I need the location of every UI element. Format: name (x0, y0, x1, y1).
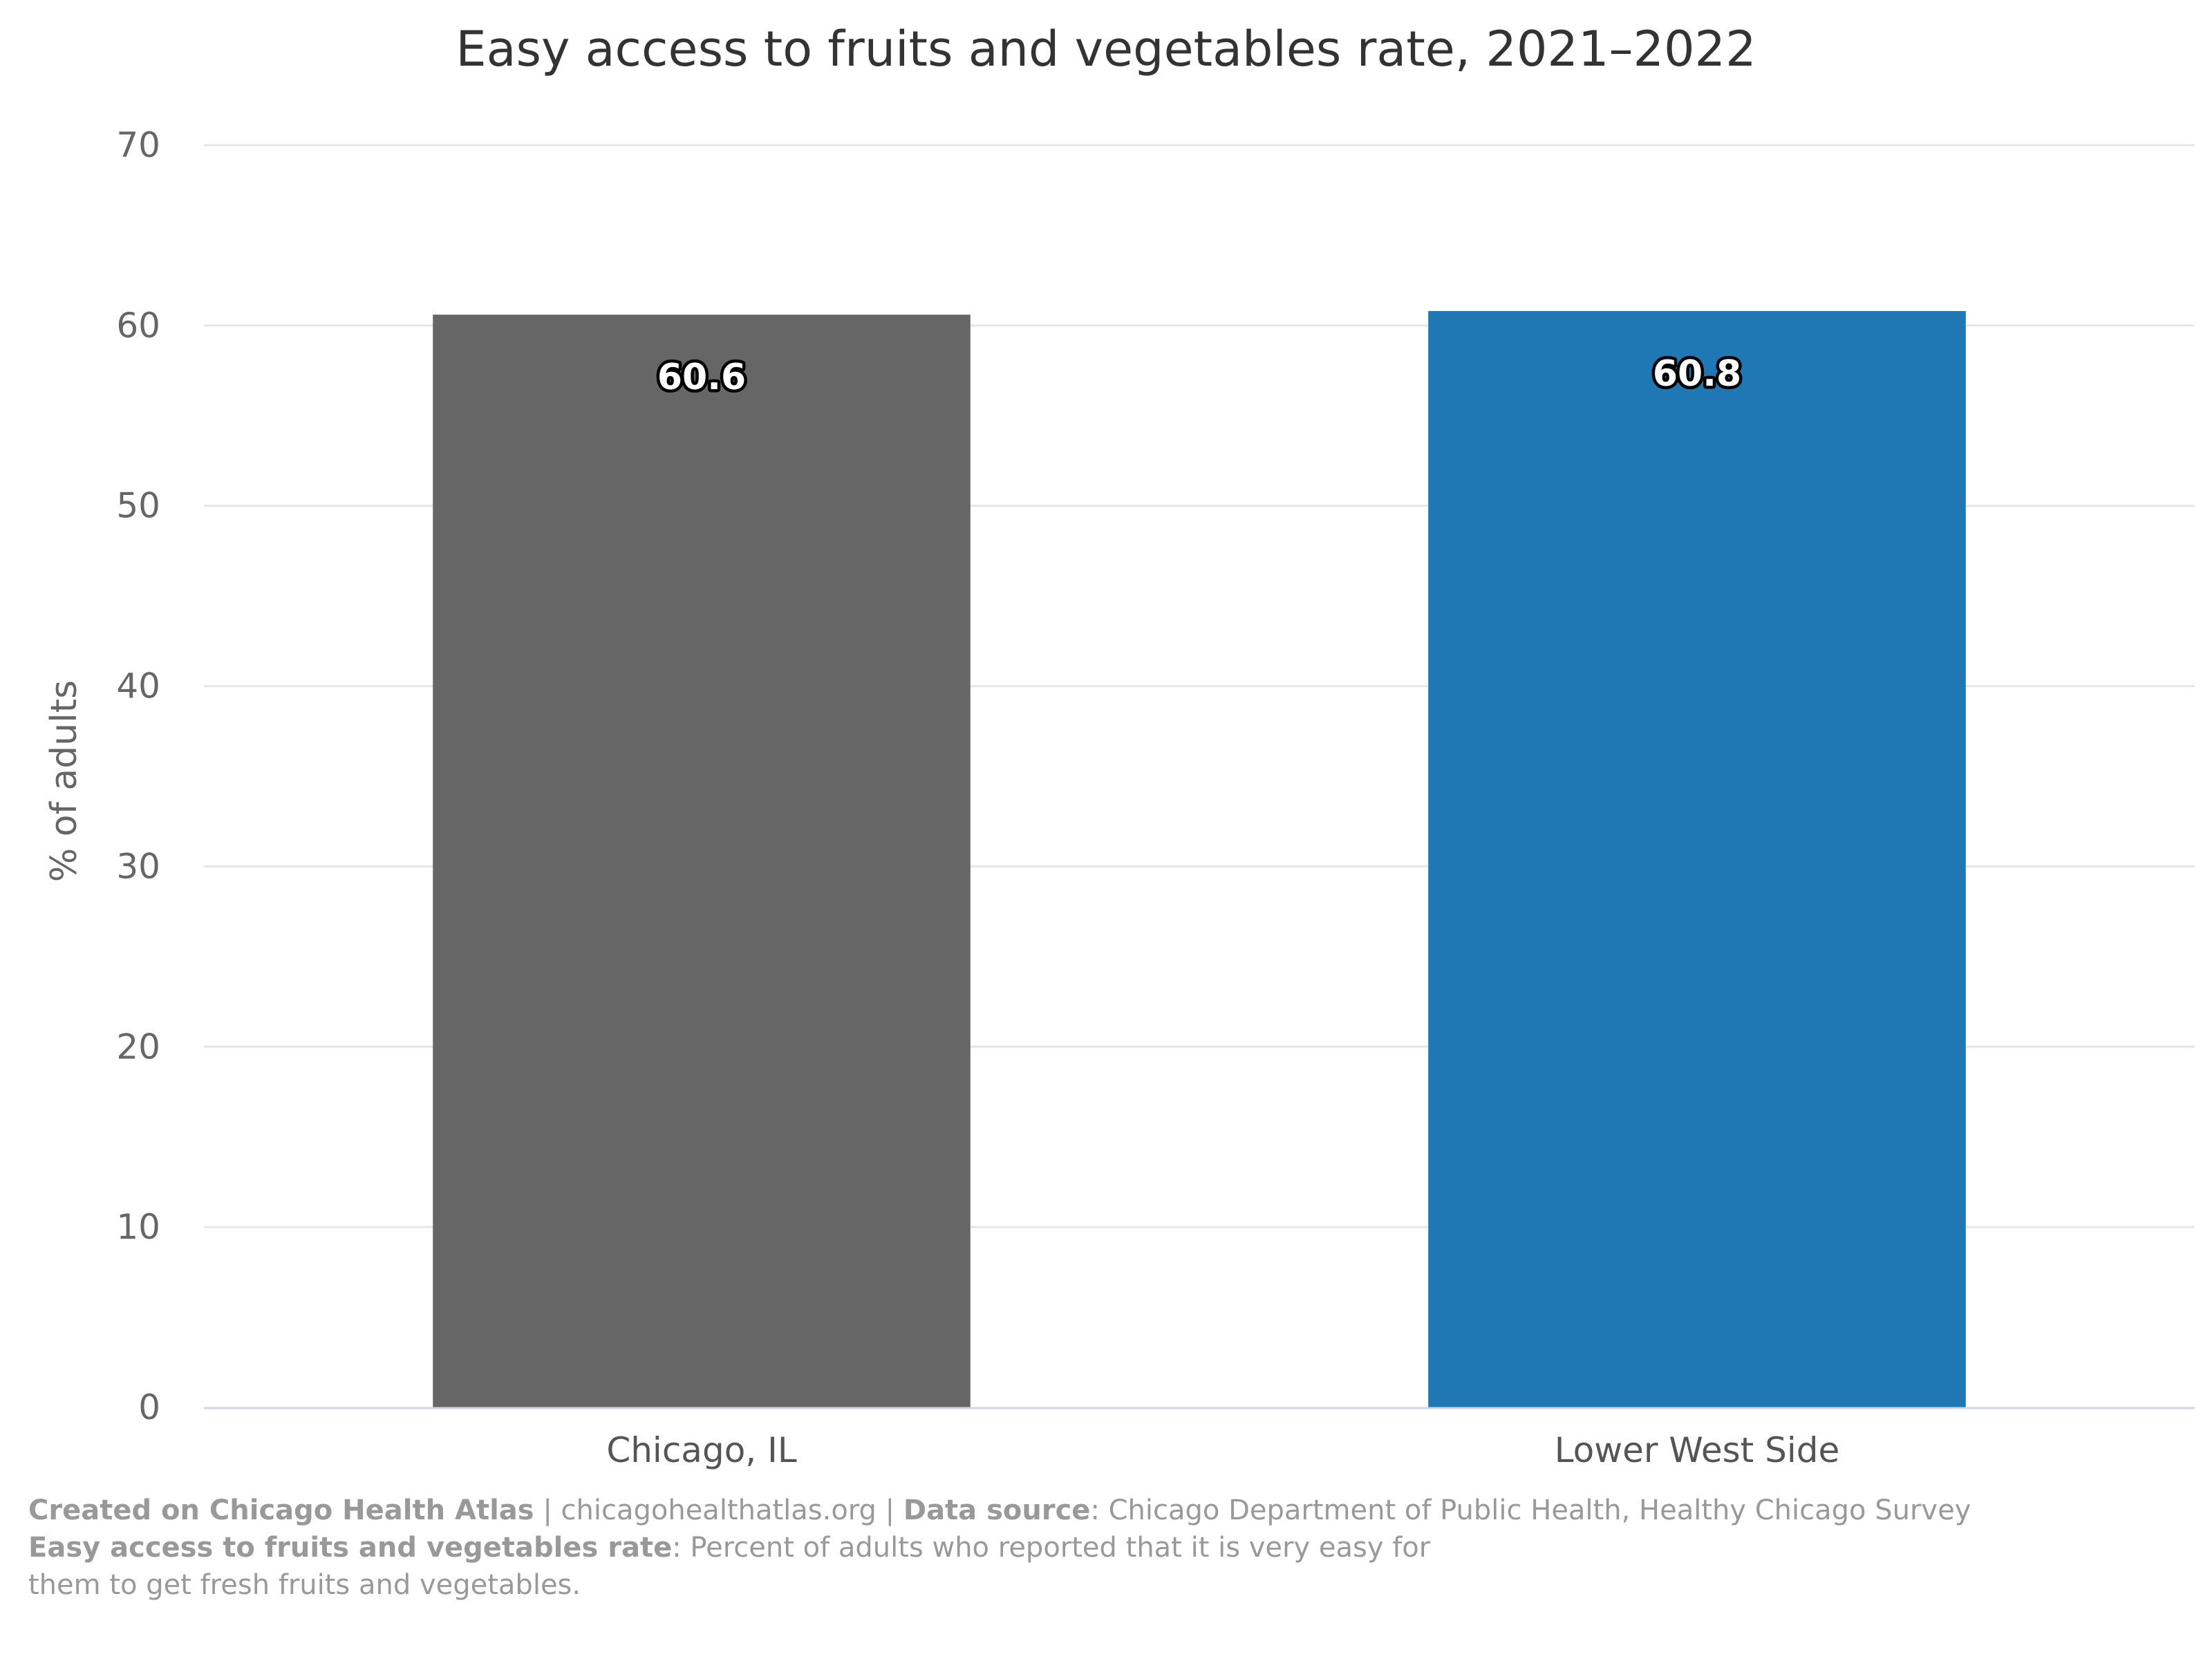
y-axis-ticks: 0 10 20 30 40 50 60 70 (116, 125, 160, 1427)
data-labels: 60.6 60.8 (654, 350, 1744, 401)
data-label: 60.6 (657, 357, 746, 398)
footer-source-text: : Chicago Department of Public Health, H… (1090, 1494, 1971, 1526)
y-tick-label: 0 (138, 1387, 160, 1427)
footer-site: chicagohealthatlas.org (561, 1494, 877, 1526)
y-tick-label: 60 (116, 306, 160, 346)
footer-line-3: them to get fresh fruits and vegetables. (28, 1566, 1971, 1604)
bar-chart: Easy access to fruits and vegetables rat… (44, 21, 2195, 1470)
chart-footer: Created on Chicago Health Atlas | chicag… (28, 1492, 1971, 1604)
data-label: 60.8 (1653, 353, 1741, 395)
footer-definition-text-cont: them to get fresh fruits and vegetables. (28, 1569, 581, 1601)
footer-separator: | (876, 1494, 903, 1526)
y-tick-label: 50 (116, 486, 160, 526)
bar (1428, 310, 1966, 1408)
footer-definition-label: Easy access to fruits and vegetables rat… (28, 1532, 673, 1564)
x-category-label: Chicago, IL (606, 1430, 796, 1470)
x-category-label: Lower West Side (1555, 1430, 1840, 1470)
y-axis-label: % of adults (44, 680, 85, 882)
footer-definition-text: : Percent of adults who reported that it… (672, 1532, 1431, 1564)
chart-title: Easy access to fruits and vegetables rat… (456, 21, 1756, 77)
y-tick-label: 10 (116, 1207, 160, 1247)
y-tick-label: 70 (116, 125, 160, 165)
footer-source-label: Data source (903, 1494, 1091, 1526)
footer-line-1: Created on Chicago Health Atlas | chicag… (28, 1492, 1971, 1529)
footer-line-2: Easy access to fruits and vegetables rat… (28, 1529, 1971, 1566)
footer-separator: | (534, 1494, 561, 1526)
y-tick-label: 20 (116, 1027, 160, 1067)
bar (433, 315, 971, 1408)
y-tick-label: 30 (116, 846, 160, 886)
x-axis-categories: Chicago, IL Lower West Side (606, 1430, 1839, 1470)
y-tick-label: 40 (116, 666, 160, 706)
bars (433, 310, 1966, 1408)
footer-created-label: Created on Chicago Health Atlas (28, 1494, 534, 1526)
